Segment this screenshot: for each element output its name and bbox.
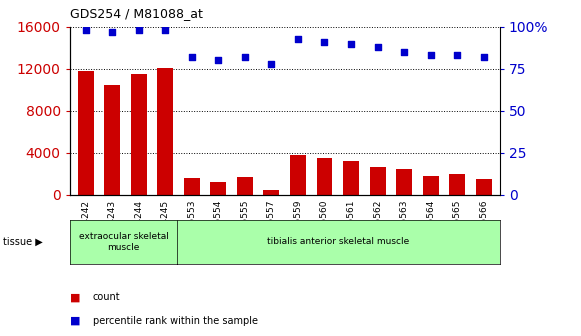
Point bbox=[81, 28, 90, 33]
Point bbox=[400, 49, 409, 55]
Text: GDS254 / M81088_at: GDS254 / M81088_at bbox=[70, 7, 203, 20]
Bar bbox=[210, 182, 227, 195]
Text: tibialis anterior skeletal muscle: tibialis anterior skeletal muscle bbox=[267, 238, 410, 246]
Text: ■: ■ bbox=[70, 292, 80, 302]
Point bbox=[320, 39, 329, 45]
Bar bbox=[370, 167, 386, 195]
Point bbox=[240, 54, 249, 60]
Bar bbox=[423, 176, 439, 195]
Text: ■: ■ bbox=[70, 316, 80, 326]
Point bbox=[346, 41, 356, 46]
Point bbox=[160, 28, 170, 33]
Bar bbox=[131, 74, 146, 195]
Bar bbox=[78, 71, 94, 195]
Bar bbox=[237, 177, 253, 195]
Bar bbox=[104, 85, 120, 195]
Bar bbox=[290, 155, 306, 195]
Text: extraocular skeletal
muscle: extraocular skeletal muscle bbox=[78, 232, 168, 252]
Point bbox=[267, 61, 276, 67]
Text: tissue ▶: tissue ▶ bbox=[3, 237, 42, 247]
Bar bbox=[317, 158, 332, 195]
Point bbox=[479, 54, 489, 60]
Bar bbox=[449, 174, 465, 195]
Text: count: count bbox=[93, 292, 121, 302]
Point bbox=[426, 53, 435, 58]
Bar bbox=[263, 190, 279, 195]
Point bbox=[293, 36, 303, 41]
Point bbox=[107, 29, 117, 35]
Bar bbox=[343, 161, 359, 195]
Bar bbox=[184, 178, 200, 195]
Point bbox=[214, 58, 223, 63]
Bar bbox=[157, 68, 173, 195]
Point bbox=[187, 54, 196, 60]
Bar bbox=[396, 169, 412, 195]
Point bbox=[373, 44, 382, 50]
Point bbox=[453, 53, 462, 58]
Bar bbox=[476, 179, 492, 195]
Point bbox=[134, 28, 144, 33]
Text: percentile rank within the sample: percentile rank within the sample bbox=[93, 316, 258, 326]
